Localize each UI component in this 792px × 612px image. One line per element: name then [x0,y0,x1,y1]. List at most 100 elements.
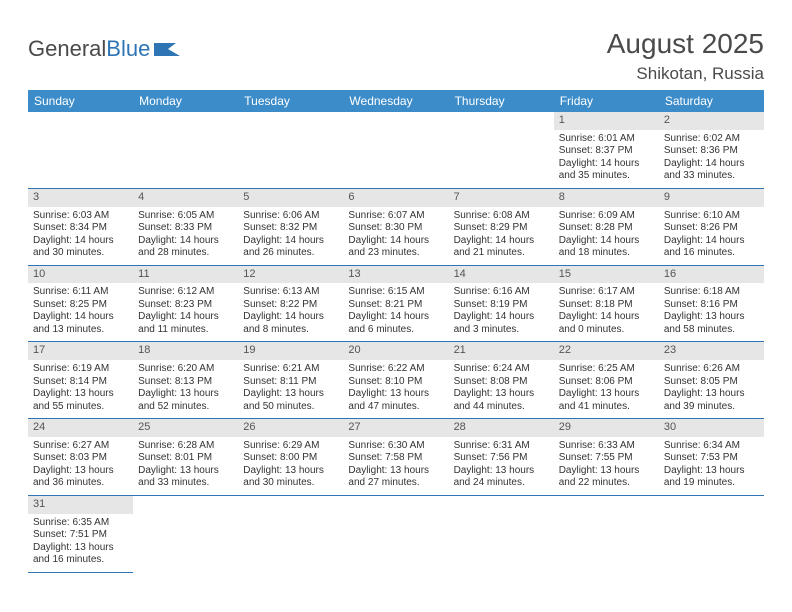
day-details: Sunrise: 6:02 AMSunset: 8:36 PMDaylight:… [659,130,764,188]
sunset-line: Sunset: 8:32 PM [243,222,338,235]
sunset-line: Sunset: 8:33 PM [138,222,233,235]
calendar-day: 24Sunrise: 6:27 AMSunset: 8:03 PMDayligh… [28,419,133,496]
day-number: 2 [659,112,764,130]
calendar-day: 14Sunrise: 6:16 AMSunset: 8:19 PMDayligh… [449,265,554,342]
sunset-line: Sunset: 8:37 PM [559,145,654,158]
calendar-empty [238,112,343,188]
calendar-day: 29Sunrise: 6:33 AMSunset: 7:55 PMDayligh… [554,419,659,496]
day-details: Sunrise: 6:30 AMSunset: 7:58 PMDaylight:… [343,437,448,495]
daylight-line: Daylight: 13 hours and 41 minutes. [559,388,654,413]
day-details: Sunrise: 6:33 AMSunset: 7:55 PMDaylight:… [554,437,659,495]
sunrise-line: Sunrise: 6:18 AM [664,286,759,299]
day-details: Sunrise: 6:28 AMSunset: 8:01 PMDaylight:… [133,437,238,495]
sunset-line: Sunset: 8:01 PM [138,452,233,465]
calendar-day: 20Sunrise: 6:22 AMSunset: 8:10 PMDayligh… [343,342,448,419]
calendar-empty [449,112,554,188]
day-number: 21 [449,342,554,360]
day-details: Sunrise: 6:35 AMSunset: 7:51 PMDaylight:… [28,514,133,572]
calendar-day: 4Sunrise: 6:05 AMSunset: 8:33 PMDaylight… [133,188,238,265]
daylight-line: Daylight: 13 hours and 52 minutes. [138,388,233,413]
day-details: Sunrise: 6:24 AMSunset: 8:08 PMDaylight:… [449,360,554,418]
calendar-day: 31Sunrise: 6:35 AMSunset: 7:51 PMDayligh… [28,495,133,572]
sunrise-line: Sunrise: 6:03 AM [33,210,128,223]
daylight-line: Daylight: 14 hours and 13 minutes. [33,311,128,336]
weekday-header: Thursday [449,90,554,112]
daylight-line: Daylight: 13 hours and 24 minutes. [454,465,549,490]
day-details: Sunrise: 6:11 AMSunset: 8:25 PMDaylight:… [28,283,133,341]
weekday-header: Sunday [28,90,133,112]
day-details: Sunrise: 6:25 AMSunset: 8:06 PMDaylight:… [554,360,659,418]
weekday-header: Monday [133,90,238,112]
day-number: 9 [659,189,764,207]
daylight-line: Daylight: 14 hours and 11 minutes. [138,311,233,336]
sunrise-line: Sunrise: 6:13 AM [243,286,338,299]
day-details: Sunrise: 6:09 AMSunset: 8:28 PMDaylight:… [554,207,659,265]
sunrise-line: Sunrise: 6:10 AM [664,210,759,223]
sunrise-line: Sunrise: 6:02 AM [664,133,759,146]
day-number: 26 [238,419,343,437]
location: Shikotan, Russia [607,64,764,84]
sunrise-line: Sunrise: 6:12 AM [138,286,233,299]
day-number: 3 [28,189,133,207]
weekday-header-row: SundayMondayTuesdayWednesdayThursdayFrid… [28,90,764,112]
sunrise-line: Sunrise: 6:22 AM [348,363,443,376]
logo-text-1: General [28,36,106,62]
day-details: Sunrise: 6:10 AMSunset: 8:26 PMDaylight:… [659,207,764,265]
sunrise-line: Sunrise: 6:25 AM [559,363,654,376]
sunset-line: Sunset: 8:30 PM [348,222,443,235]
day-details: Sunrise: 6:17 AMSunset: 8:18 PMDaylight:… [554,283,659,341]
sunset-line: Sunset: 8:16 PM [664,299,759,312]
sunrise-line: Sunrise: 6:34 AM [664,440,759,453]
day-details: Sunrise: 6:22 AMSunset: 8:10 PMDaylight:… [343,360,448,418]
day-number: 6 [343,189,448,207]
calendar-empty [133,495,238,572]
calendar-day: 22Sunrise: 6:25 AMSunset: 8:06 PMDayligh… [554,342,659,419]
sunset-line: Sunset: 7:55 PM [559,452,654,465]
calendar-day: 8Sunrise: 6:09 AMSunset: 8:28 PMDaylight… [554,188,659,265]
day-details: Sunrise: 6:34 AMSunset: 7:53 PMDaylight:… [659,437,764,495]
daylight-line: Daylight: 14 hours and 21 minutes. [454,235,549,260]
calendar-empty [343,112,448,188]
sunrise-line: Sunrise: 6:30 AM [348,440,443,453]
month-title: August 2025 [607,28,764,60]
day-details: Sunrise: 6:26 AMSunset: 8:05 PMDaylight:… [659,360,764,418]
sunset-line: Sunset: 8:08 PM [454,376,549,389]
calendar-empty [238,495,343,572]
weekday-header: Saturday [659,90,764,112]
sunrise-line: Sunrise: 6:20 AM [138,363,233,376]
daylight-line: Daylight: 13 hours and 58 minutes. [664,311,759,336]
sunrise-line: Sunrise: 6:19 AM [33,363,128,376]
calendar-day: 5Sunrise: 6:06 AMSunset: 8:32 PMDaylight… [238,188,343,265]
sunrise-line: Sunrise: 6:09 AM [559,210,654,223]
calendar-day: 23Sunrise: 6:26 AMSunset: 8:05 PMDayligh… [659,342,764,419]
sunset-line: Sunset: 7:51 PM [33,529,128,542]
calendar-day: 19Sunrise: 6:21 AMSunset: 8:11 PMDayligh… [238,342,343,419]
sunrise-line: Sunrise: 6:07 AM [348,210,443,223]
daylight-line: Daylight: 14 hours and 23 minutes. [348,235,443,260]
sunrise-line: Sunrise: 6:24 AM [454,363,549,376]
day-details: Sunrise: 6:21 AMSunset: 8:11 PMDaylight:… [238,360,343,418]
sunrise-line: Sunrise: 6:28 AM [138,440,233,453]
calendar-day: 1Sunrise: 6:01 AMSunset: 8:37 PMDaylight… [554,112,659,188]
calendar-day: 25Sunrise: 6:28 AMSunset: 8:01 PMDayligh… [133,419,238,496]
sunset-line: Sunset: 8:28 PM [559,222,654,235]
day-number: 27 [343,419,448,437]
weekday-header: Friday [554,90,659,112]
sunset-line: Sunset: 8:23 PM [138,299,233,312]
calendar-day: 6 Sunrise: 6:07 AMSunset: 8:30 PMDaylight… [343,188,448,265]
day-number: 5 [238,189,343,207]
day-details: Sunrise: 6:19 AMSunset: 8:14 PMDaylight:… [28,360,133,418]
daylight-line: Daylight: 13 hours and 36 minutes. [33,465,128,490]
sunset-line: Sunset: 8:10 PM [348,376,443,389]
calendar-empty [659,495,764,572]
day-details: Sunrise: 6:27 AMSunset: 8:03 PMDaylight:… [28,437,133,495]
day-details: Sunrise: 6:06 AMSunset: 8:32 PMDaylight:… [238,207,343,265]
calendar-day: 11Sunrise: 6:12 AMSunset: 8:23 PMDayligh… [133,265,238,342]
daylight-line: Daylight: 13 hours and 19 minutes. [664,465,759,490]
sunset-line: Sunset: 8:36 PM [664,145,759,158]
flag-icon [154,36,180,62]
header: GeneralBlue August 2025 Shikotan, Russia [28,28,764,84]
sunset-line: Sunset: 8:34 PM [33,222,128,235]
sunrise-line: Sunrise: 6:17 AM [559,286,654,299]
day-details: Sunrise: 6:16 AMSunset: 8:19 PMDaylight:… [449,283,554,341]
